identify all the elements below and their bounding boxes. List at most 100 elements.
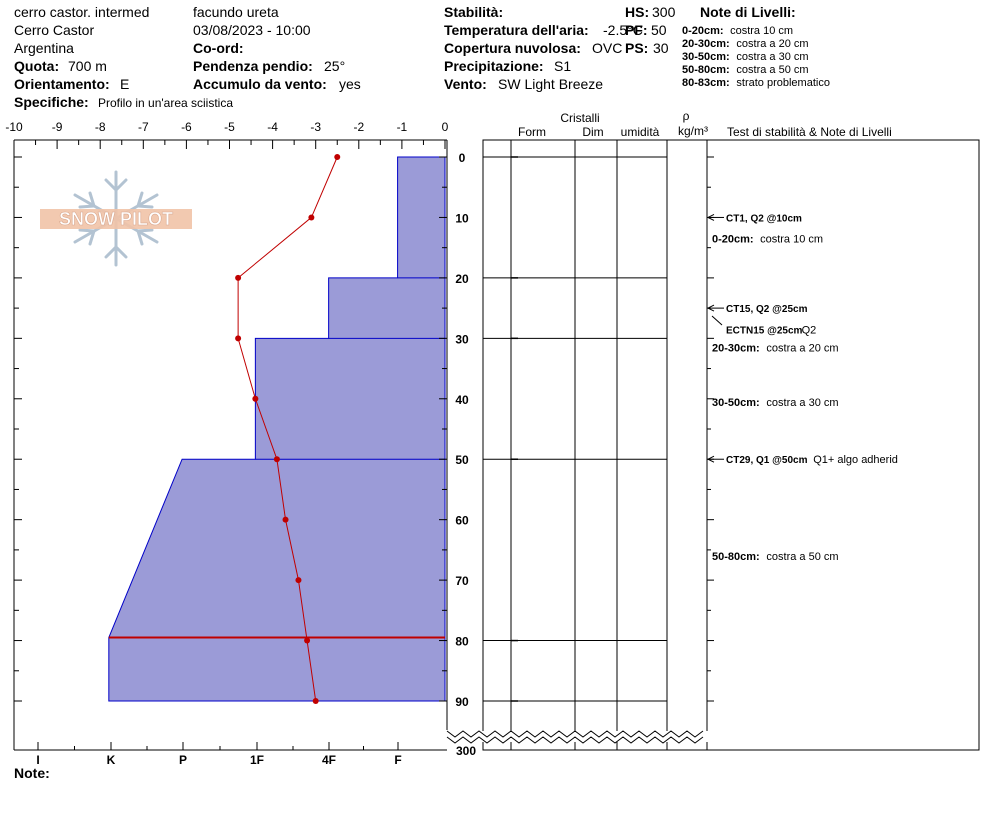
temp-tick-label: -1 (397, 120, 408, 134)
temp-tick-label: -2 (353, 120, 364, 134)
hardness-profile (108, 156, 446, 702)
sky-value: OVC (592, 40, 622, 56)
hardness-tick-label: P (179, 753, 187, 767)
depth-tick-label: 10 (455, 211, 469, 225)
elevation-label: Quota: (14, 58, 59, 74)
arrow-icon (706, 455, 715, 463)
stability-test-note: Q2 (802, 324, 817, 336)
layer-note-text: costra a 20 cm (736, 38, 808, 50)
elevation-value: 700 m (68, 58, 107, 74)
slope-label: Pendenza pendio: (193, 58, 313, 74)
hardness-axis: I K P 1F 4F F (36, 742, 402, 767)
temp-tick-label: -8 (95, 120, 106, 134)
temperature-point (312, 698, 319, 704)
arrow-icon (706, 304, 715, 312)
temperature-point (235, 335, 242, 342)
stability-test-label: CT29, Q1 @50cm (726, 455, 808, 466)
temp-tick-label: -4 (267, 120, 278, 134)
layer-note-range: 80-83cm: (682, 77, 730, 89)
hardness-tick-label: K (107, 753, 116, 767)
stability-label: Stabilità: (444, 4, 503, 20)
hardness-tick-label: F (394, 753, 401, 767)
temperature-profile (235, 154, 341, 704)
temp-tick-label: -10 (5, 120, 23, 134)
temp-tick-label: 0 (442, 120, 449, 134)
specifics-label: Specifiche: (14, 94, 89, 110)
depth-axis: 0 10 20 30 40 50 60 70 80 90 (14, 151, 469, 709)
hs-label: HS: (625, 4, 649, 20)
precip-value: S1 (554, 58, 571, 74)
snowpilot-logo: SNOW PILOT (40, 170, 192, 267)
country-name: Argentina (14, 40, 74, 56)
layer-note-range: 20-30cm: (682, 38, 730, 50)
layer-note-range: 20-30cm: (712, 342, 760, 354)
depth-tick-label: 50 (455, 453, 469, 467)
wind-loading-label: Accumulo da vento: (193, 76, 327, 92)
stability-test-label: ECTN15 @25cm (726, 325, 803, 336)
density-symbol: ρ (683, 109, 690, 123)
temp-tick-label: -7 (138, 120, 149, 134)
pf-label: PF: (625, 22, 648, 38)
depth-tick-label: 40 (455, 393, 469, 407)
depth-tick-label: 0 (459, 151, 466, 165)
depth-tick-label: 80 (455, 635, 469, 649)
moisture-header: umidità (621, 125, 660, 139)
observer-name: facundo ureta (193, 4, 279, 20)
coord-label: Co-ord: (193, 40, 244, 56)
size-header: Dim (582, 125, 603, 139)
observation-datetime: 03/08/2023 - 10:00 (193, 22, 311, 38)
pf-value: 50 (651, 22, 667, 38)
temperature-point (282, 516, 289, 523)
ectn-leader-line (711, 315, 723, 326)
hardness-area (108, 156, 446, 702)
layer-notes-title: Note di Livelli: (700, 4, 796, 20)
temperature-point (252, 395, 259, 402)
layer-note-range: 0-20cm: (682, 25, 724, 37)
hardness-tick-label: 1F (250, 753, 264, 767)
temperature-point (334, 154, 341, 160)
stability-test-note: Q1+ algo adherid (813, 454, 898, 466)
layer-note-text: strato problematico (736, 77, 830, 89)
depth-break-marker (446, 730, 708, 744)
temperature-point (295, 577, 302, 584)
wind-value: SW Light Breeze (498, 76, 603, 92)
note-label: Note: (14, 765, 50, 781)
layer-note-range: 30-50cm: (682, 51, 730, 63)
site-name: cerro castor. intermed (14, 4, 149, 20)
temp-tick-label: -6 (181, 120, 192, 134)
arrow-icon (706, 213, 715, 221)
depth-tick-label: 30 (455, 332, 469, 346)
precip-label: Precipitazione: (444, 58, 544, 74)
wind-label: Vento: (444, 76, 487, 92)
layer-note-text: costra 10 cm (730, 25, 793, 37)
sky-label: Copertura nuvolosa: (444, 40, 581, 56)
crystals-header: Cristalli (560, 111, 599, 125)
stability-annotations: CT1, Q2 @10cm 0-20cm: costra 10 cm CT15, Q2… (706, 213, 898, 563)
layer-note-range: 30-50cm: (712, 397, 760, 409)
layer-note-text: costra a 20 cm (766, 342, 838, 354)
aspect-label: Orientamento: (14, 76, 110, 92)
layer-note-range: 0-20cm: (712, 234, 754, 246)
hardness-tick-label: I (36, 753, 39, 767)
wind-loading-value: yes (339, 76, 361, 92)
temperature-point (235, 274, 242, 281)
table-frame (482, 139, 980, 751)
form-header: Form (518, 125, 546, 139)
logo-text: SNOW PILOT (59, 209, 173, 229)
depth-tick-label: 20 (455, 272, 469, 286)
aspect-value: E (120, 76, 129, 92)
layer-table-rows (483, 156, 667, 702)
temp-tick-label: -5 (224, 120, 235, 134)
specifics-value: Profilo in un'area sciistica (98, 96, 233, 110)
air-temp-label: Temperatura dell'aria: (444, 22, 589, 38)
layer-note-range: 50-80cm: (712, 551, 760, 563)
layer-table (482, 139, 980, 751)
depth-tick-label: 60 (455, 514, 469, 528)
air-temp-value: -2.5°C (603, 22, 643, 38)
layer-note-text: costra a 50 cm (766, 551, 838, 563)
layer-note-text: costra a 50 cm (736, 64, 808, 76)
stability-test-label: CT15, Q2 @25cm (726, 304, 808, 315)
density-unit: kg/m³ (678, 124, 708, 138)
